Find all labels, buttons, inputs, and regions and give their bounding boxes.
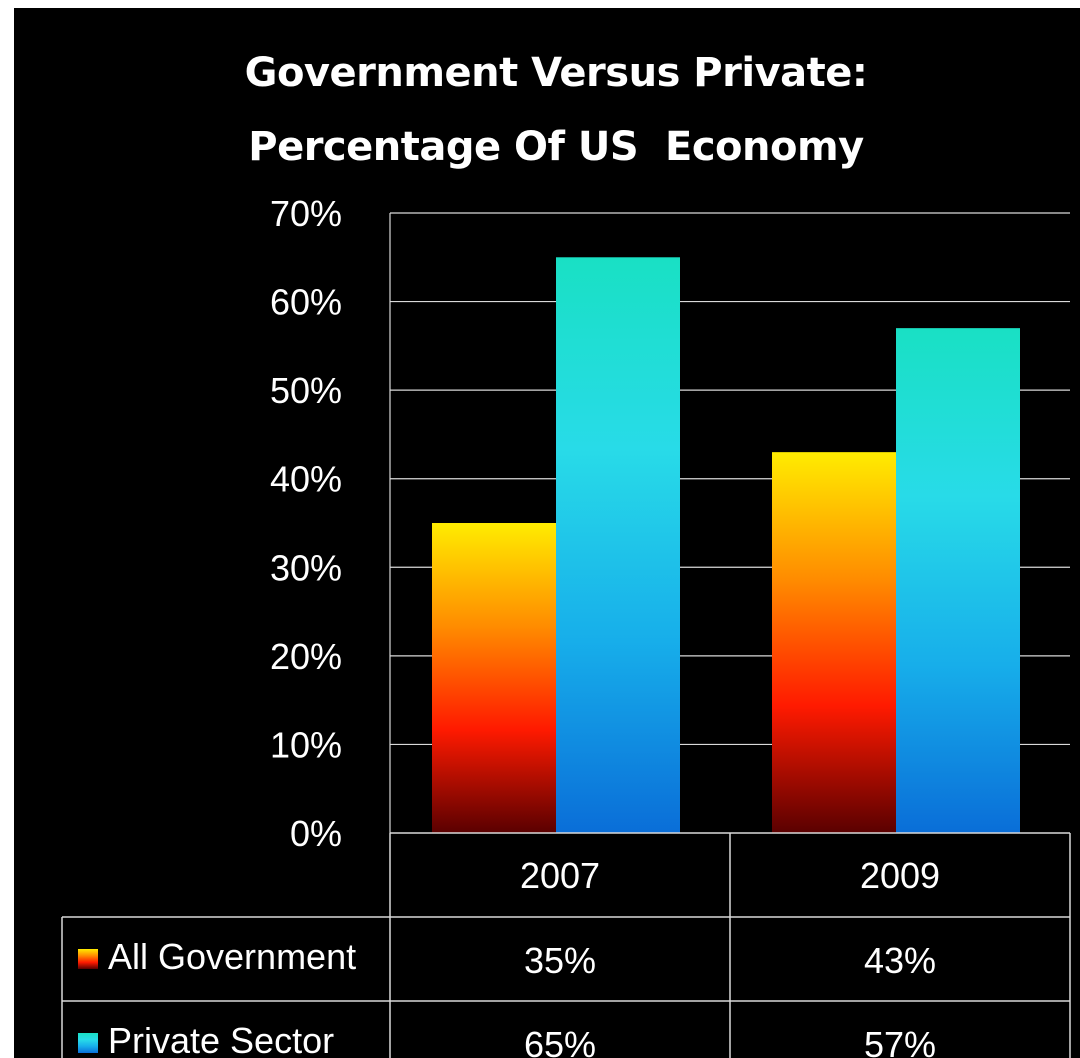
data-label: 43% — [864, 940, 936, 981]
y-tick-label: 0% — [290, 813, 342, 854]
bars — [432, 257, 1020, 833]
data-table: 2007 2009 All Government 35% 43% Private Sect… — [61, 832, 1071, 1058]
y-axis-tick-labels: 0% 10% 20% 30% 40% 50% 60% 70% — [270, 193, 342, 854]
bar-private-sector-2007 — [556, 257, 680, 833]
chart-title-line-2: Percentage Of US Economy — [248, 124, 864, 170]
data-label: 65% — [524, 1024, 596, 1058]
bar-all-government-2009 — [772, 452, 896, 833]
y-tick-label: 20% — [270, 636, 342, 677]
data-label: 35% — [524, 940, 596, 981]
legend-key — [78, 1033, 98, 1053]
y-tick-label: 10% — [270, 724, 342, 765]
bar-private-sector-2009 — [896, 328, 1020, 833]
y-tick-label: 50% — [270, 370, 342, 411]
y-tick-label: 70% — [270, 193, 342, 234]
y-tick-label: 30% — [270, 547, 342, 588]
y-tick-label: 60% — [270, 282, 342, 323]
legend-label: Private Sector — [108, 1020, 334, 1058]
y-tick-label: 40% — [270, 459, 342, 500]
legend-label: All Government — [108, 936, 356, 977]
bar-all-government-2007 — [432, 523, 556, 833]
legend-key — [78, 949, 98, 969]
chart-title-line-1: Government Versus Private: — [244, 50, 868, 96]
x-category-label: 2009 — [860, 855, 940, 896]
data-label: 57% — [864, 1024, 936, 1058]
chart-title: Government Versus Private: Percentage Of… — [0, 36, 1080, 184]
x-category-label: 2007 — [520, 855, 600, 896]
